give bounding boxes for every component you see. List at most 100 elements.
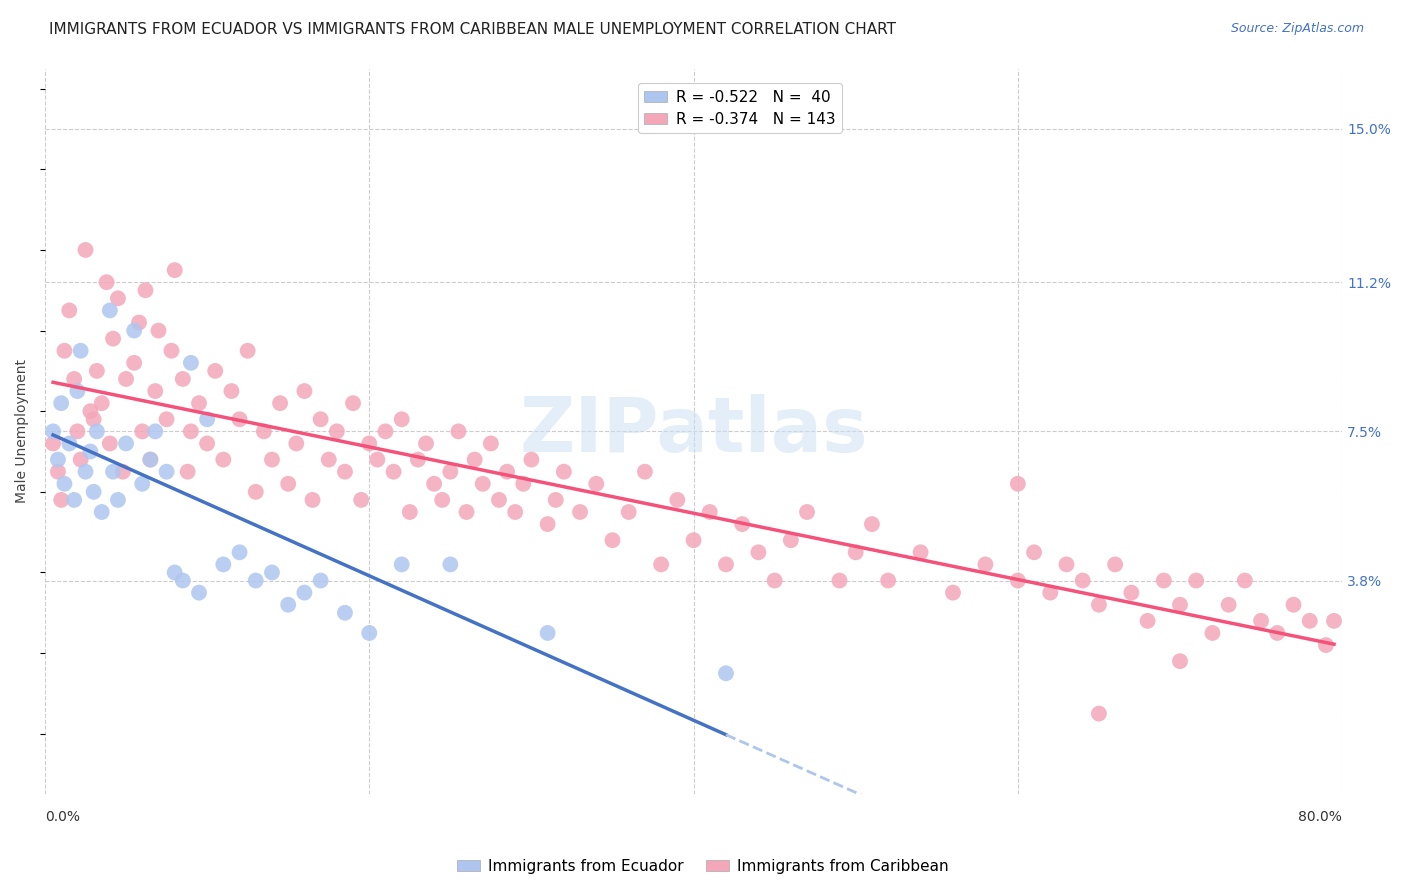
Point: [1056, 558, 1078, 572]
Point: [333, 465, 356, 479]
Point: [163, 566, 186, 580]
Point: [195, 412, 218, 426]
Point: [228, 412, 250, 426]
Point: [391, 412, 413, 426]
Point: [910, 545, 932, 559]
Point: [1323, 614, 1346, 628]
Point: [63, 372, 86, 386]
Point: [512, 476, 534, 491]
Point: [634, 465, 657, 479]
Point: [155, 465, 177, 479]
Point: [139, 452, 162, 467]
Point: [98, 303, 121, 318]
Point: [326, 425, 349, 439]
Point: [131, 425, 153, 439]
Point: [269, 396, 291, 410]
Point: [53, 343, 76, 358]
Point: [277, 598, 299, 612]
Point: [318, 452, 340, 467]
Point: [79, 444, 101, 458]
Point: [423, 476, 446, 491]
Point: [415, 436, 437, 450]
Point: [42, 425, 65, 439]
Point: [53, 476, 76, 491]
Point: [115, 436, 138, 450]
Point: [374, 425, 396, 439]
Point: [1168, 598, 1191, 612]
Point: [277, 476, 299, 491]
Point: [122, 356, 145, 370]
Text: IMMIGRANTS FROM ECUADOR VS IMMIGRANTS FROM CARIBBEAN MALE UNEMPLOYMENT CORRELATI: IMMIGRANTS FROM ECUADOR VS IMMIGRANTS FR…: [49, 22, 896, 37]
Point: [1039, 585, 1062, 599]
Point: [747, 545, 769, 559]
Point: [107, 492, 129, 507]
Legend: Immigrants from Ecuador, Immigrants from Caribbean: Immigrants from Ecuador, Immigrants from…: [451, 853, 955, 880]
Point: [1299, 614, 1322, 628]
Point: [828, 574, 851, 588]
Point: [779, 533, 801, 548]
Point: [1007, 476, 1029, 491]
Point: [366, 452, 388, 467]
Point: [1088, 706, 1111, 721]
Point: [650, 558, 672, 572]
Point: [1282, 598, 1305, 612]
Point: [1201, 626, 1223, 640]
Point: [63, 492, 86, 507]
Point: [212, 452, 235, 467]
Point: [212, 558, 235, 572]
Point: [1022, 545, 1045, 559]
Point: [796, 505, 818, 519]
Point: [1315, 638, 1337, 652]
Point: [107, 291, 129, 305]
Point: [350, 492, 373, 507]
Point: [553, 465, 575, 479]
Point: [763, 574, 786, 588]
Point: [51, 396, 73, 410]
Point: [42, 436, 65, 450]
Point: [180, 356, 202, 370]
Point: [496, 465, 519, 479]
Point: [143, 425, 166, 439]
Point: [66, 425, 89, 439]
Point: [75, 243, 97, 257]
Point: [58, 436, 80, 450]
Point: [66, 384, 89, 398]
Point: [134, 283, 156, 297]
Point: [503, 505, 526, 519]
Point: [111, 465, 134, 479]
Point: [46, 452, 69, 467]
Point: [155, 412, 177, 426]
Point: [1121, 585, 1143, 599]
Point: [115, 372, 138, 386]
Point: [406, 452, 429, 467]
Point: [488, 492, 510, 507]
Point: [942, 585, 965, 599]
Point: [391, 558, 413, 572]
Point: [69, 343, 91, 358]
Point: [309, 574, 332, 588]
Point: [228, 545, 250, 559]
Point: [359, 626, 381, 640]
Point: [1250, 614, 1272, 628]
Point: [877, 574, 900, 588]
Point: [204, 364, 226, 378]
Point: [447, 425, 470, 439]
Point: [180, 425, 202, 439]
Point: [471, 476, 494, 491]
Point: [479, 436, 502, 450]
Point: [1071, 574, 1094, 588]
Point: [1153, 574, 1175, 588]
Point: [83, 484, 105, 499]
Point: [122, 324, 145, 338]
Point: [731, 517, 754, 532]
Point: [456, 505, 478, 519]
Point: [1265, 626, 1288, 640]
Point: [188, 585, 211, 599]
Point: [195, 436, 218, 450]
Point: [439, 558, 461, 572]
Point: [569, 505, 592, 519]
Point: [714, 666, 737, 681]
Point: [236, 343, 259, 358]
Point: [86, 364, 108, 378]
Point: [139, 452, 162, 467]
